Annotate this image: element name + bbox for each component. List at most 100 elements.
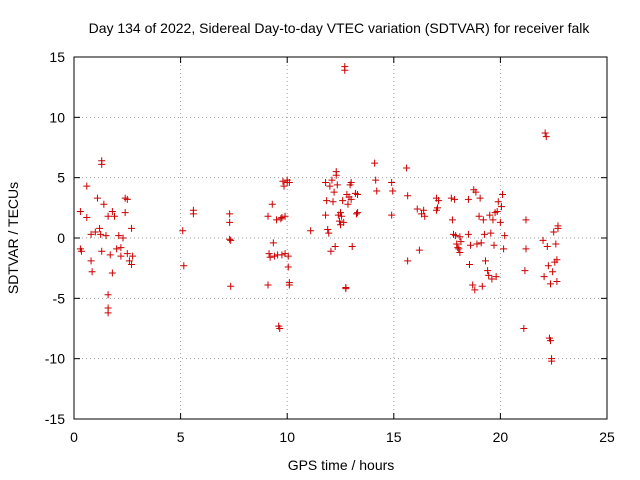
data-point — [87, 230, 95, 238]
data-point — [354, 191, 362, 199]
data-point — [464, 195, 472, 203]
y-tick-label: -10 — [45, 351, 65, 367]
data-point — [91, 228, 99, 236]
data-point — [322, 211, 330, 219]
data-point — [549, 268, 557, 276]
data-point — [270, 252, 278, 260]
data-point — [104, 212, 112, 220]
data-point — [372, 176, 380, 184]
data-point — [553, 277, 561, 285]
data-point — [547, 337, 555, 345]
data-point — [337, 209, 344, 217]
data-point — [435, 197, 443, 205]
data-point — [100, 200, 108, 208]
data-point — [490, 241, 498, 249]
data-point — [102, 232, 110, 240]
y-tick-label: -5 — [53, 290, 66, 306]
data-points — [76, 63, 562, 365]
data-point — [226, 235, 234, 243]
data-point — [276, 325, 284, 332]
data-point — [344, 200, 352, 208]
data-point — [189, 210, 197, 218]
data-point — [473, 240, 481, 248]
x-tick-label: 5 — [177, 429, 185, 445]
data-point — [281, 212, 289, 220]
data-point — [472, 188, 480, 196]
data-point — [332, 171, 340, 179]
data-point — [123, 250, 131, 258]
data-point — [284, 263, 292, 271]
data-point — [489, 216, 497, 224]
data-point — [227, 236, 235, 244]
data-point — [486, 211, 494, 219]
data-point — [269, 239, 277, 247]
data-point — [285, 178, 293, 186]
data-point — [279, 177, 287, 185]
data-point — [106, 251, 114, 259]
data-point — [326, 182, 334, 190]
data-point — [339, 197, 347, 205]
data-point — [98, 160, 106, 168]
data-point — [328, 176, 336, 184]
data-point — [455, 245, 463, 253]
data-point — [285, 281, 293, 289]
data-point — [96, 224, 104, 232]
y-tick-label: -15 — [45, 411, 65, 427]
x-tick-label: 20 — [493, 429, 509, 445]
data-point — [348, 242, 356, 250]
data-point — [113, 245, 121, 253]
data-point — [268, 200, 276, 208]
data-point — [352, 210, 360, 218]
data-point — [494, 198, 502, 206]
data-point — [485, 271, 493, 279]
data-point — [324, 226, 332, 234]
y-axis-title: SDTVAR / TECUs — [5, 182, 21, 294]
data-point — [539, 236, 547, 244]
data-point — [342, 285, 350, 293]
y-tick-label: 0 — [57, 230, 65, 246]
data-point — [404, 192, 412, 200]
data-point — [467, 241, 475, 249]
data-point — [434, 204, 442, 212]
data-point — [553, 256, 561, 264]
data-point — [83, 182, 91, 190]
x-tick-label: 15 — [386, 429, 402, 445]
data-point — [404, 257, 412, 265]
data-point — [487, 229, 495, 237]
data-point — [469, 281, 477, 289]
data-point — [371, 159, 379, 167]
data-point — [333, 181, 341, 189]
data-point — [121, 209, 129, 217]
data-point — [420, 206, 428, 214]
data-point — [327, 247, 335, 255]
y-tick-label: 5 — [57, 170, 65, 186]
data-point — [454, 244, 462, 252]
data-point — [329, 198, 337, 206]
data-point — [307, 227, 315, 235]
data-point — [547, 280, 555, 288]
chart-title: Day 134 of 2022, Sidereal Day-to-day VTE… — [89, 20, 591, 36]
data-point — [108, 207, 116, 215]
data-point — [421, 212, 429, 220]
y-tick-label: 15 — [49, 49, 65, 65]
data-point — [104, 291, 112, 299]
data-point — [335, 217, 343, 225]
data-point — [280, 182, 288, 190]
data-point — [128, 261, 136, 269]
data-point — [179, 227, 187, 235]
data-point — [129, 252, 137, 260]
data-point — [471, 286, 479, 294]
data-point — [119, 234, 127, 242]
data-point — [322, 178, 330, 186]
data-point — [265, 250, 273, 258]
axis-ticks: 0 5 10 15 20 25 -15 -10 -5 0 5 10 15 — [45, 49, 615, 445]
data-point — [83, 213, 91, 221]
data-point — [347, 195, 355, 203]
data-point — [180, 262, 188, 270]
data-point — [98, 247, 106, 255]
data-point — [76, 207, 84, 215]
data-point — [484, 267, 492, 275]
data-point — [117, 252, 125, 260]
